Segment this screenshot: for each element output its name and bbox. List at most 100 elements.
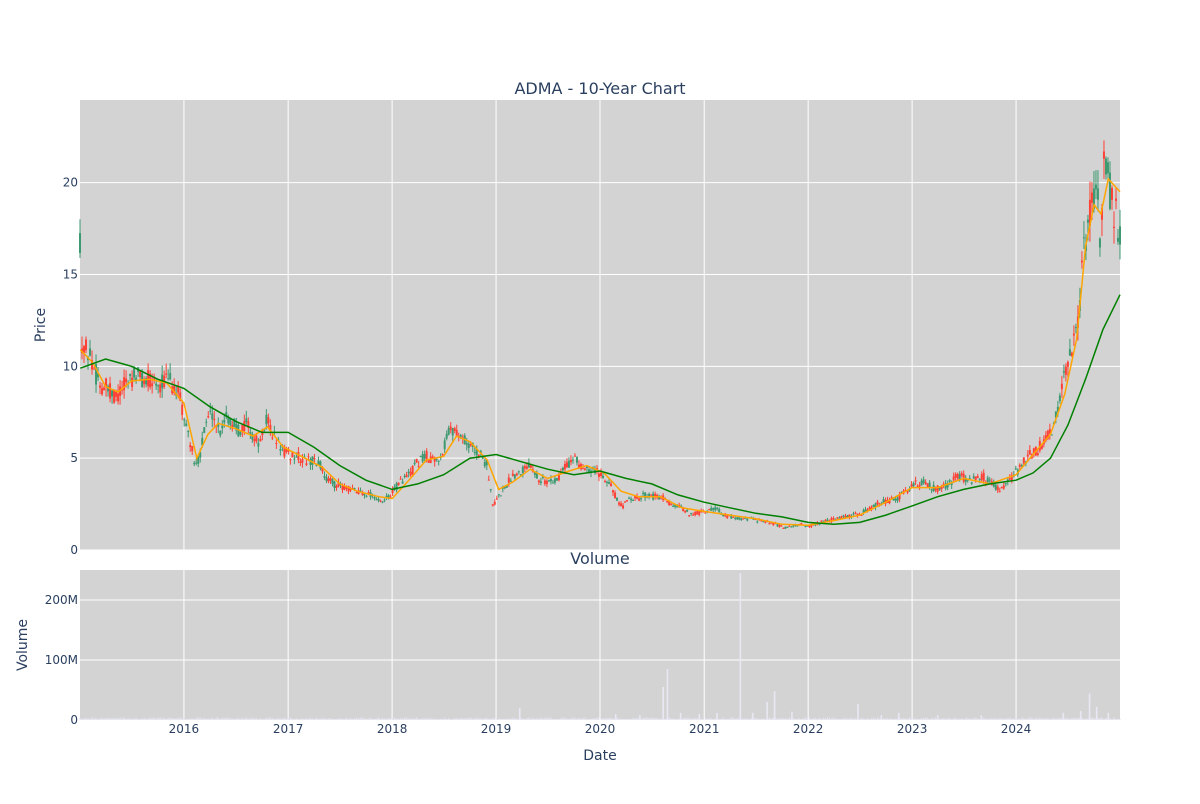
- volume-bar: [335, 718, 338, 720]
- candle-body: [245, 418, 248, 423]
- volume-bar: [1111, 718, 1113, 720]
- candle-body: [283, 447, 286, 457]
- volume-bar: [277, 718, 279, 720]
- volume-bar: [221, 717, 223, 720]
- candle-body: [822, 520, 825, 522]
- volume-bar: [730, 717, 732, 720]
- volume-bar: [530, 718, 532, 720]
- volume-bar: [722, 717, 724, 720]
- volume-bar: [283, 717, 285, 720]
- volume-bar: [656, 717, 658, 720]
- volume-bar: [95, 717, 97, 720]
- volume-bar: [1105, 717, 1107, 720]
- candle-body: [946, 483, 949, 488]
- candle-body: [780, 525, 783, 527]
- candle-body: [1040, 444, 1043, 449]
- candle-body: [670, 504, 673, 506]
- volume-bar: [961, 718, 963, 720]
- candle-body: [391, 488, 394, 494]
- candle-body: [666, 501, 669, 503]
- volume-bar: [586, 719, 588, 720]
- volume-bar: [764, 718, 766, 720]
- volume-bar: [1069, 718, 1071, 720]
- volume-bar: [402, 718, 404, 720]
- volume-bar: [311, 718, 314, 720]
- candle-body: [377, 498, 380, 501]
- candle-body: [155, 383, 158, 386]
- volume-bar: [690, 718, 692, 720]
- volume-bar: [422, 717, 424, 720]
- volume-bar: [257, 719, 259, 720]
- candle-body: [193, 462, 196, 465]
- volume-bar: [830, 718, 833, 720]
- volume-bar: [377, 717, 380, 720]
- volume-bar: [1035, 717, 1037, 720]
- volume-bar-spike: [766, 702, 768, 720]
- candle-body: [1048, 429, 1051, 434]
- volume-bar: [331, 718, 334, 720]
- candle-body: [143, 378, 146, 385]
- volume-bar: [858, 719, 861, 720]
- candle-body: [167, 378, 170, 380]
- volume-bar: [510, 718, 512, 720]
- volume-bar: [500, 718, 502, 720]
- candle-body: [515, 473, 518, 476]
- volume-bar: [1053, 717, 1055, 720]
- volume-bar: [528, 717, 530, 720]
- volume-bar: [826, 717, 829, 720]
- candle-body: [712, 507, 715, 510]
- volume-bar: [379, 718, 382, 720]
- volume-bar: [339, 718, 342, 720]
- volume-bar: [750, 718, 752, 720]
- volume-bar: [846, 718, 849, 720]
- volume-bar: [1059, 717, 1061, 720]
- volume-bar: [400, 717, 402, 720]
- volume-bar: [812, 718, 815, 720]
- volume-bar: [410, 718, 412, 720]
- candle-body: [179, 392, 182, 401]
- volume-bar: [642, 717, 644, 720]
- volume-bar: [181, 718, 183, 720]
- volume-bar: [792, 718, 794, 720]
- volume-bar: [305, 718, 308, 720]
- volume-bar: [744, 718, 746, 720]
- candle-body: [1026, 454, 1029, 457]
- x-tick-label: 2019: [481, 722, 512, 736]
- candle-body: [383, 499, 386, 501]
- volume-bar: [325, 718, 328, 720]
- volume-axis-title: Volume: [15, 619, 31, 671]
- candle-body: [1090, 192, 1093, 203]
- candle-body: [217, 422, 220, 427]
- volume-bar: [782, 718, 784, 720]
- candle-body: [395, 483, 398, 491]
- volume-bar: [1037, 718, 1039, 720]
- candle-body: [593, 468, 596, 473]
- candle-body: [437, 460, 440, 462]
- volume-bar: [470, 717, 472, 720]
- volume-bar: [712, 719, 714, 720]
- candle-body: [563, 464, 566, 470]
- volume-y-ticks: 0 100M 200M: [45, 593, 78, 727]
- candle-body: [790, 526, 793, 528]
- volume-bar: [1101, 717, 1103, 720]
- volume-bar: [375, 718, 378, 720]
- volume-bar: [985, 718, 987, 720]
- volume-bar: [357, 717, 360, 720]
- candle-body: [255, 435, 258, 442]
- candle-body: [243, 421, 246, 432]
- candle-body: [423, 453, 426, 459]
- volume-bar: [738, 717, 740, 720]
- volume-bar: [418, 718, 420, 720]
- volume-bar: [351, 718, 354, 720]
- volume-bar: [424, 718, 426, 720]
- candle-body: [159, 384, 162, 393]
- candle-body: [1018, 464, 1021, 467]
- candle-body: [343, 485, 346, 490]
- volume-bar-spike: [716, 712, 718, 720]
- candle-body: [555, 477, 558, 481]
- volume-bar: [167, 717, 169, 720]
- volume-bar: [440, 718, 442, 720]
- x-tick-label: 2023: [897, 722, 928, 736]
- volume-bar: [702, 718, 704, 720]
- volume-bar: [862, 718, 865, 720]
